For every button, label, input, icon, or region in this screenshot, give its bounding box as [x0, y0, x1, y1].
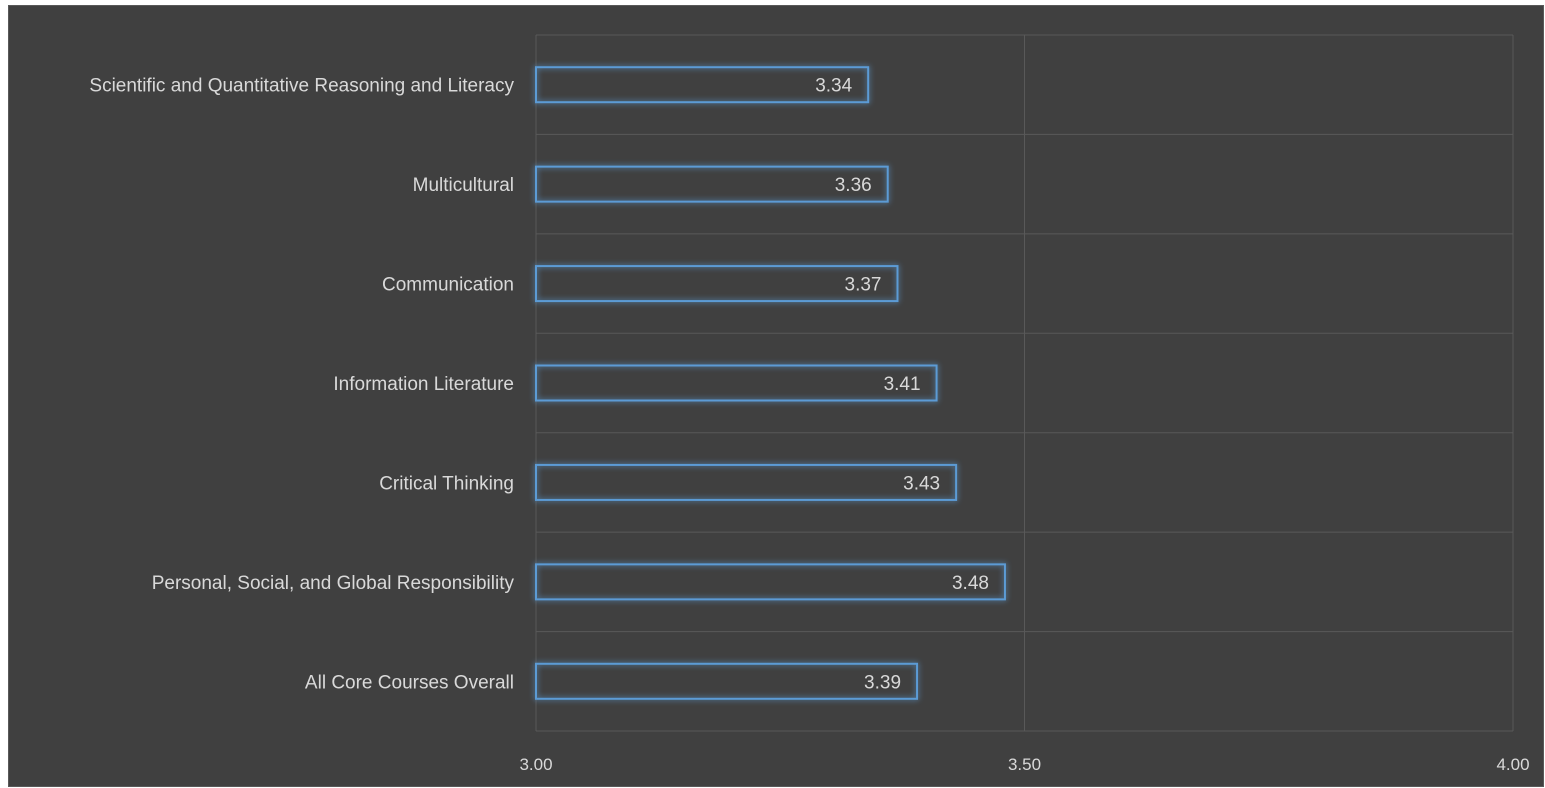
category-labels: Scientific and Quantitative Reasoning an… — [89, 76, 514, 694]
data-label: 3.36 — [835, 175, 872, 196]
bar — [535, 662, 919, 700]
bar — [535, 165, 889, 203]
category-label: Communication — [382, 275, 514, 296]
category-label: Multicultural — [413, 175, 514, 196]
x-tick-label: 4.00 — [1496, 755, 1529, 774]
data-label: 3.41 — [884, 374, 921, 395]
data-label: 3.48 — [952, 573, 989, 594]
chart-frame — [8, 5, 1544, 787]
x-tick-label: 3.00 — [519, 755, 552, 774]
bars: 3.34 3.36 3.37 3.41 3.43 3.48 3.39 — [535, 66, 1006, 700]
category-label: All Core Courses Overall — [305, 672, 514, 693]
bar — [535, 364, 938, 402]
data-label: 3.43 — [903, 473, 940, 494]
data-label: 3.39 — [864, 672, 901, 693]
bar — [535, 463, 958, 501]
category-label: Personal, Social, and Global Responsibil… — [152, 573, 515, 594]
category-label: Critical Thinking — [379, 473, 514, 494]
data-label: 3.37 — [845, 275, 882, 296]
x-axis-ticks: 3.00 3.50 4.00 — [519, 755, 1529, 774]
category-label: Information Literature — [333, 374, 514, 395]
category-label: Scientific and Quantitative Reasoning an… — [89, 76, 514, 97]
gridlines — [535, 34, 1514, 732]
x-tick-label: 3.50 — [1008, 755, 1041, 774]
bar — [535, 265, 899, 303]
bar — [535, 563, 1006, 601]
bar — [535, 66, 870, 104]
data-label: 3.34 — [815, 76, 852, 97]
